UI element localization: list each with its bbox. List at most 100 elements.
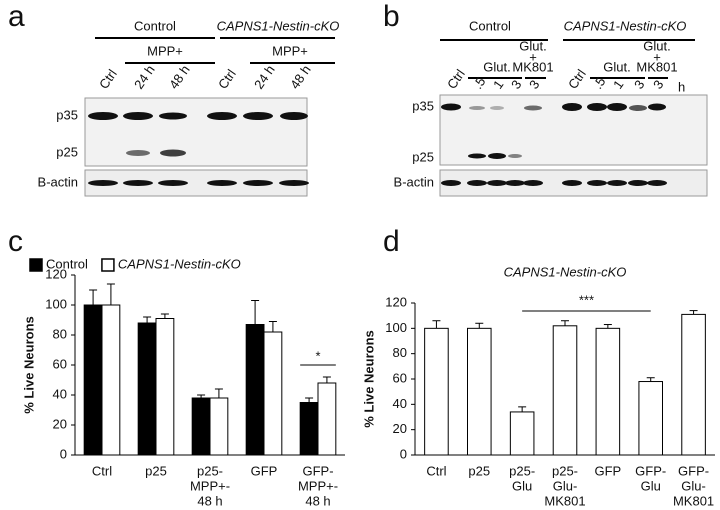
chart-title: CAPNS1-Nestin-cKO [504,264,627,279]
x-tick-label: Glu- [553,478,578,493]
lane-label: Ctrl [444,66,468,91]
panel-letter: b [383,0,400,33]
x-tick-label: Ctrl [92,463,112,478]
treatment-label: Glut. [643,38,670,53]
blot [84,97,308,167]
x-tick-label: MK801 [544,493,585,508]
lane-label: Ctrl [96,66,120,91]
row-label: p35 [412,98,434,113]
bar [638,381,664,456]
panel-letter: d [383,225,400,258]
bar [245,324,265,456]
x-tick-label: GFP- [302,463,333,478]
lane-label: 24 h [131,62,158,91]
treatment-label: Glut. [483,59,510,74]
bands [441,103,667,186]
x-tick-label: p25 [145,463,167,478]
y-tick-label: 40 [393,396,407,411]
lane-label: 3 [526,77,542,92]
treatment-label: MK801 [512,59,553,74]
y-tick-label: 60 [53,356,67,371]
treatment-label: MK801 [636,59,677,74]
treatment-label: Glut. [519,38,546,53]
y-tick-label: 0 [400,446,407,461]
bar [191,397,211,456]
x-tick-label: Glu [512,478,532,493]
treatment-label: + [653,49,661,64]
y-tick-label: 120 [45,266,67,281]
blot [84,169,308,197]
y-axis-label: % Live Neurons [361,330,376,428]
row-label: p25 [412,149,434,164]
y-tick-label: 40 [53,386,67,401]
row-label: p35 [56,107,78,122]
x-tick-label: MPP+- [298,478,338,493]
lane-label: h [678,79,685,94]
bar [509,411,535,456]
x-tick-label: p25 [468,463,490,478]
panel-letter: a [8,0,25,33]
y-tick-label: 100 [385,320,407,335]
lane-label: 1 [610,77,626,92]
treatment-label: + [529,49,537,64]
bar [299,402,319,456]
lane-label: 48 h [287,62,314,91]
lane-label: 3 [631,77,647,92]
y-axis-label: % Live Neurons [21,316,36,414]
bar [83,304,103,456]
legend-label: Control [46,256,88,271]
x-tick-label: Ctrl [426,463,446,478]
group-label: Control [134,18,176,33]
y-tick-label: 20 [393,421,407,436]
group-label: Control [469,18,511,33]
panel-letter: c [8,225,23,258]
x-tick-label: 48 h [305,493,330,508]
y-tick-label: 80 [53,326,67,341]
bar [137,322,157,456]
lane-label: .5 [470,74,489,91]
lane-label: .5 [590,74,609,91]
lane-label: 48 h [166,62,193,91]
group-label: CAPNS1-Nestin-cKO [564,18,687,33]
x-tick-label: 48 h [197,493,222,508]
lane-label: 24 h [251,62,278,91]
lane-label: Ctrl [565,66,589,91]
bar [681,313,706,456]
x-tick-label: MPP+- [190,478,230,493]
bar [317,382,337,456]
x-tick-label: p25- [552,463,578,478]
annotation: * [315,348,320,363]
bar [595,327,621,456]
x-tick-label: MK801 [673,493,714,508]
lane-label: Ctrl [215,66,239,91]
bands [88,112,309,186]
bar [101,304,121,456]
row-label: B-actin [38,174,78,189]
row-label: B-actin [394,174,434,189]
x-tick-label: p25- [197,463,223,478]
bar [467,327,492,456]
legend-label: CAPNS1-Nestin-cKO [118,256,241,271]
y-tick-label: 60 [393,370,407,385]
x-tick-label: p25- [509,463,535,478]
legend-swatch [101,258,115,272]
x-tick-label: GFP- [678,463,709,478]
row-label: p25 [56,144,78,159]
legend-swatch [29,258,43,272]
group-label: CAPNS1-Nestin-cKO [217,18,340,33]
x-tick-label: Glu- [681,478,706,493]
bar [209,397,229,456]
lane-label: 1 [490,77,506,92]
x-tick-label: GFP [251,463,278,478]
bar [263,331,283,456]
bar [424,327,449,456]
bar [552,325,578,456]
treatment-label: Glut. [603,59,630,74]
lane-label: 3 [508,77,524,92]
y-tick-label: 80 [393,345,407,360]
x-tick-label: Glu [641,478,661,493]
annotation: *** [579,292,594,307]
treatment-label: MPP+ [272,43,308,58]
y-tick-label: 120 [385,294,407,309]
x-tick-label: GFP [594,463,621,478]
